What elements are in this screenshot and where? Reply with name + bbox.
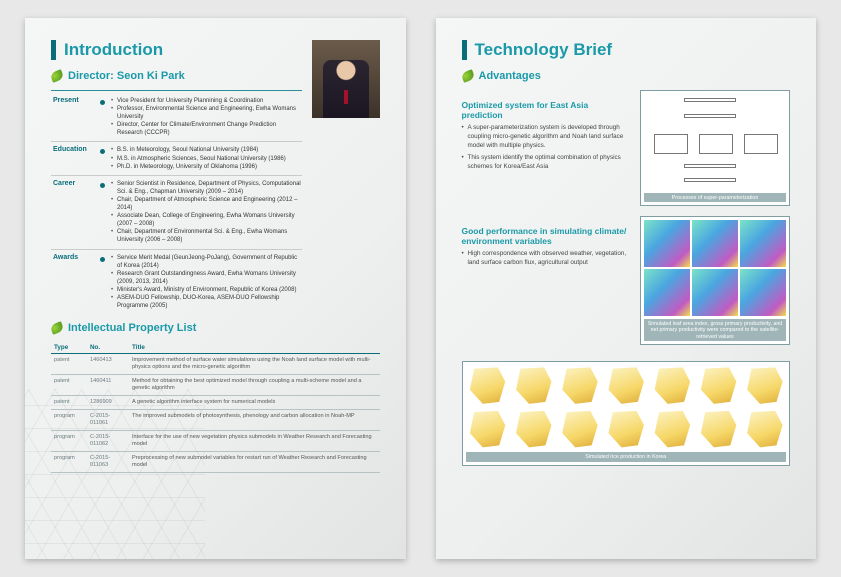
table-cell: C-2015-011061 — [87, 410, 129, 431]
table-cell: Preprocessing of new submodel variables … — [129, 452, 380, 473]
figure-caption: Simulated rice production in Korea — [466, 452, 787, 461]
table-header: Type — [51, 342, 87, 354]
figure-caption: Simulated leaf area index, gross primary… — [644, 319, 786, 341]
table-cell: C-2015-011063 — [87, 452, 129, 473]
advantages-heading: Advantages — [462, 70, 791, 82]
row-body: Service Merit Medal (GeunJeong-PoJang), … — [111, 254, 302, 311]
maps-grid — [644, 220, 786, 316]
table-header: Title — [129, 342, 380, 354]
table-row: programC-2015-011063Preprocessing of new… — [51, 452, 380, 473]
row-item: Professor, Environmental Science and Eng… — [111, 105, 302, 121]
ip-table: TypeNo.Title patent1460413Improvement me… — [51, 342, 380, 473]
block1-list: A super-parameterization system is devel… — [462, 124, 631, 172]
block3-figure: Simulated rice production in Korea — [462, 361, 791, 465]
block2-figure: Simulated leaf area index, gross primary… — [640, 216, 790, 345]
row-item: Vice President for University Plannining… — [111, 97, 302, 105]
rice-grid — [466, 365, 787, 449]
row-body: B.S. in Meteorology, Seoul National Univ… — [111, 146, 302, 170]
intro-row: Awards Service Merit Medal (GeunJeong-PoJ… — [51, 254, 302, 315]
table-header: No. — [87, 342, 129, 354]
table-cell: C-2015-011062 — [87, 431, 129, 452]
figure-caption: Processes of super-parameterization — [644, 193, 786, 202]
leaf-icon — [50, 321, 65, 335]
table-cell: program — [51, 410, 87, 431]
table-row: patent1460413Improvement method of surfa… — [51, 354, 380, 375]
table-cell: 1460413 — [87, 354, 129, 375]
ip-heading-wrap: Intellectual Property List — [51, 322, 380, 334]
row-label: Education — [51, 146, 103, 170]
director-heading: Director: Seon Ki Park — [51, 70, 302, 82]
row-label: Career — [51, 180, 103, 245]
flowchart — [644, 94, 786, 190]
list-item: This system identify the optimal combina… — [462, 154, 631, 172]
intro-row: Career Senior Scientist in Residence, Dep… — [51, 180, 302, 250]
table-cell: Interface for the use of new vegetation … — [129, 431, 380, 452]
row-item: Associate Dean, College of Engineering, … — [111, 212, 302, 228]
row-label: Awards — [51, 254, 103, 311]
table-row: patent1460411Method for obtaining the be… — [51, 375, 380, 396]
list-item: A super-parameterization system is devel… — [462, 124, 631, 150]
ip-heading: Intellectual Property List — [68, 322, 196, 334]
row-body: Senior Scientist in Residence, Departmen… — [111, 180, 302, 245]
leaf-icon — [460, 69, 475, 83]
intro-rows: Present Vice President for University Pla… — [51, 97, 302, 314]
advantages-label: Advantages — [479, 70, 541, 82]
rule — [51, 90, 302, 91]
row-item: ASEM-DUO Fellowship, DUO-Korea, ASEM-DUO… — [111, 294, 302, 310]
table-cell: 1460411 — [87, 375, 129, 396]
block2-heading: Good performance in simulating climate/ … — [462, 226, 631, 246]
row-item: Research Grant Outstandingness Award, Ew… — [111, 270, 302, 286]
row-item: M.S. in Atmospheric Sciences, Seoul Nati… — [111, 155, 302, 163]
block2-list: High correspondence with observed weathe… — [462, 250, 631, 268]
row-item: Service Merit Medal (GeunJeong-PoJang), … — [111, 254, 302, 270]
row-item: Director, Center for Climate/Environment… — [111, 121, 302, 137]
row-body: Vice President for University Plannining… — [111, 97, 302, 137]
row-item: Chair, Department of Atmospheric Science… — [111, 196, 302, 212]
table-cell: program — [51, 452, 87, 473]
table-cell: 1286909 — [87, 396, 129, 410]
table-cell: Improvement method of surface water simu… — [129, 354, 380, 375]
list-item: High correspondence with observed weathe… — [462, 250, 631, 268]
block1-text: Optimized system for East Asia predictio… — [462, 90, 631, 206]
page-technology-brief: Technology Brief Advantages Optimized sy… — [436, 18, 817, 559]
table-cell: program — [51, 431, 87, 452]
tech-body: Optimized system for East Asia predictio… — [462, 90, 791, 466]
block2-text: Good performance in simulating climate/ … — [462, 216, 631, 345]
table-row: programC-2015-011061The improved submode… — [51, 410, 380, 431]
block1-figure: Processes of super-parameterization — [640, 90, 790, 206]
page-introduction: Introduction Director: Seon Ki Park Pres… — [25, 18, 406, 559]
leaf-icon — [50, 69, 65, 83]
table-row: patent1286909A genetic algorithm interfa… — [51, 396, 380, 410]
table-row: programC-2015-011062Interface for the us… — [51, 431, 380, 452]
table-cell: Method for obtaining the best optimized … — [129, 375, 380, 396]
table-cell: A genetic algorithm interface system for… — [129, 396, 380, 410]
intro-row: Education B.S. in Meteorology, Seoul Nati… — [51, 146, 302, 175]
row-item: Senior Scientist in Residence, Departmen… — [111, 180, 302, 196]
block1-heading: Optimized system for East Asia predictio… — [462, 100, 631, 120]
row-item: B.S. in Meteorology, Seoul National Univ… — [111, 146, 302, 154]
row-label: Present — [51, 97, 103, 137]
row-item: Chair, Department of Environmental Sci. … — [111, 228, 302, 244]
director-photo — [312, 40, 380, 118]
page-title: Technology Brief — [462, 40, 791, 60]
table-cell: patent — [51, 375, 87, 396]
director-label: Director: Seon Ki Park — [68, 70, 185, 82]
table-cell: The improved submodels of photosynthesis… — [129, 410, 380, 431]
row-item: Ph.D. in Meteorology, University of Okla… — [111, 163, 302, 171]
table-cell: patent — [51, 396, 87, 410]
row-item: Minister's Award, Ministry of Environmen… — [111, 286, 302, 294]
intro-row: Present Vice President for University Pla… — [51, 97, 302, 142]
table-cell: patent — [51, 354, 87, 375]
